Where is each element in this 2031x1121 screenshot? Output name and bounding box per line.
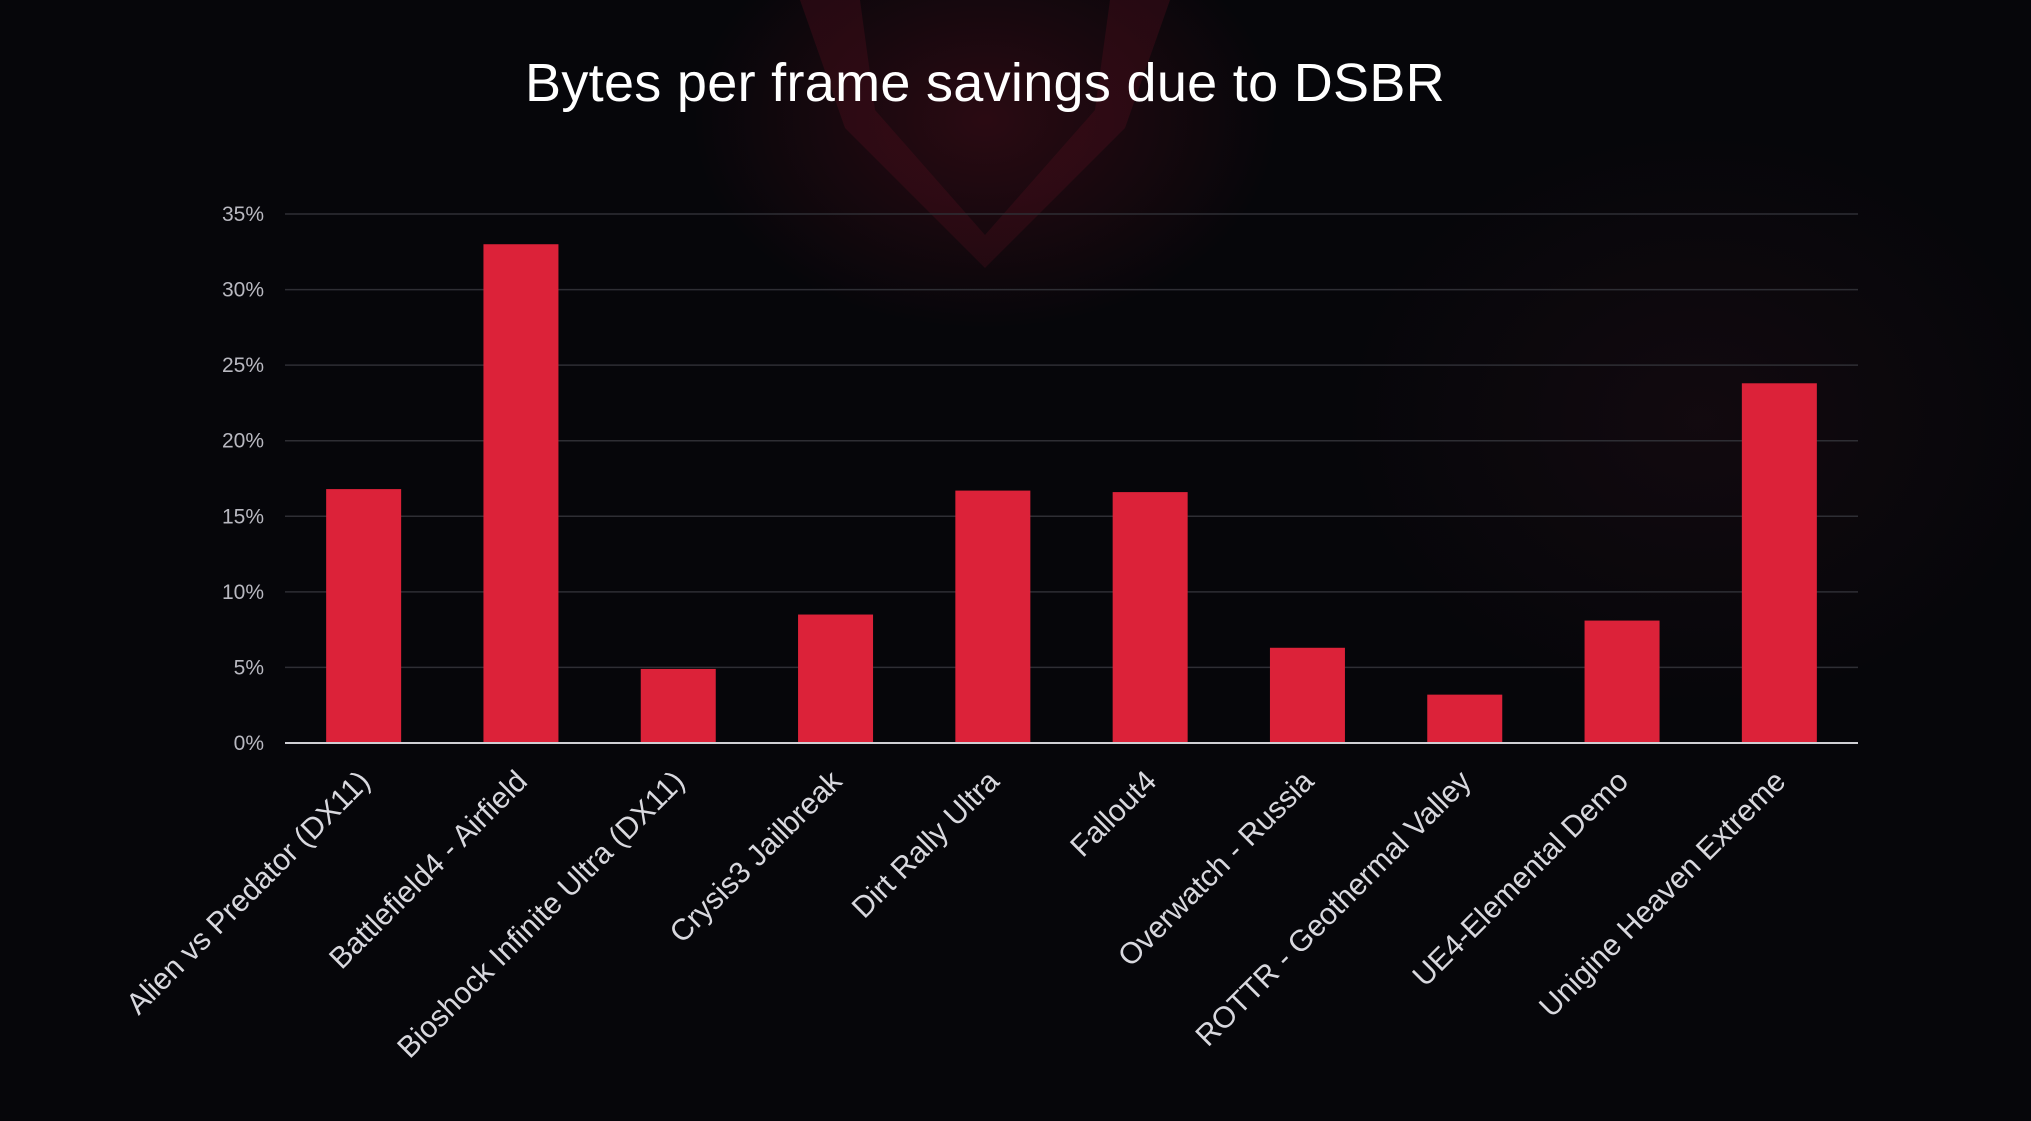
chart-title: Bytes per frame savings due to DSBR [525, 53, 1445, 113]
y-tick-label: 15% [222, 505, 264, 528]
x-category-label: Dirt Rally Ultra [846, 764, 1006, 924]
y-tick-label: 20% [222, 430, 264, 453]
x-category-label: Crysis3 Jailbreak [664, 764, 850, 950]
bar [955, 490, 1031, 743]
y-axis-ticks: 0% 5% 10% 15% 20% 25% 30% 35% [222, 203, 264, 755]
chevron-shape [800, 0, 1170, 268]
y-tick-label: 35% [222, 203, 264, 226]
bar [1269, 647, 1345, 743]
bar [1741, 383, 1817, 743]
x-category-label: Fallout4 [1064, 765, 1163, 864]
y-tick-label: 30% [222, 279, 264, 302]
bar [798, 614, 874, 743]
y-tick-label: 10% [222, 581, 264, 604]
bar [640, 668, 716, 743]
bars [326, 244, 1817, 743]
bar [1584, 620, 1660, 743]
x-category-label: ROTTR - Geothermal Valley [1190, 765, 1478, 1053]
bar [483, 244, 559, 743]
bar [1427, 694, 1503, 743]
x-category-label: Alien vs Predator (DX11) [120, 765, 376, 1021]
y-tick-label: 5% [234, 656, 264, 679]
bar [1112, 492, 1188, 743]
bar [326, 489, 402, 743]
category-labels: Alien vs Predator (DX11)Battlefield4 - A… [120, 764, 1792, 1065]
x-category-label: Bioshock Infinite Ultra (DX11) [391, 765, 691, 1065]
y-tick-label: 0% [234, 732, 264, 755]
y-tick-label: 25% [222, 354, 264, 377]
